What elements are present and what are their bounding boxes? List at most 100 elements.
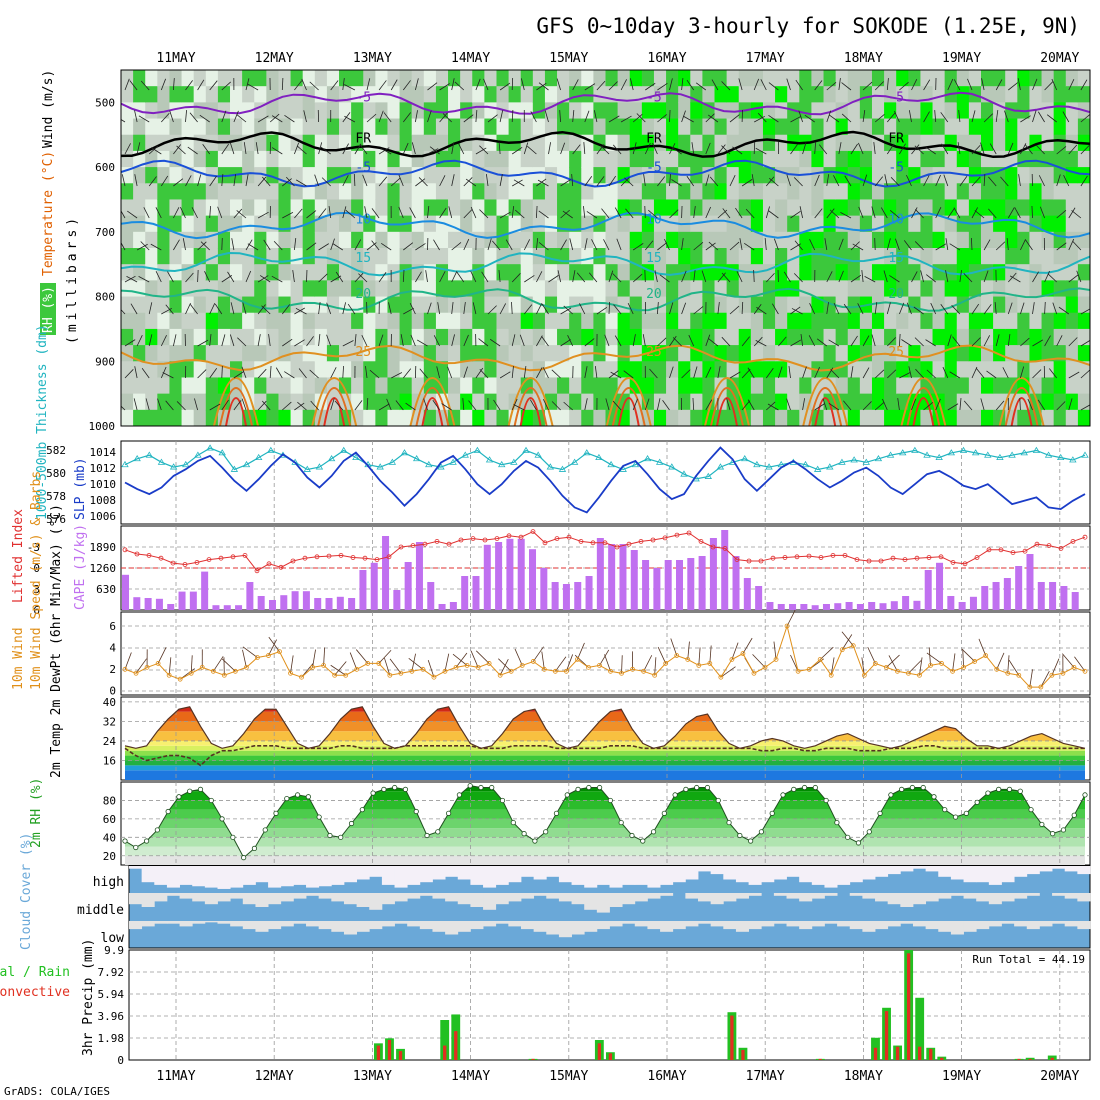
- cloud-cell-high: [495, 866, 509, 885]
- rh-cell: [266, 150, 280, 168]
- cloud-cell-low: [976, 921, 990, 930]
- wind-barb: [557, 270, 561, 283]
- rh-cell: [242, 86, 255, 103]
- rh-cell: [133, 248, 146, 265]
- rh-cell: [520, 118, 534, 136]
- cape-bar: [201, 571, 209, 610]
- li-marker: [482, 537, 488, 543]
- wind-barb: [958, 110, 961, 123]
- rh-cell: [1017, 345, 1031, 362]
- date-label-bottom: 13MAY: [353, 1069, 392, 1084]
- rh-cell: [133, 199, 146, 217]
- wind-barb: [209, 334, 212, 347]
- wind-barb: [971, 176, 981, 187]
- rh-cell: [944, 231, 958, 249]
- rh-cell: [326, 86, 340, 103]
- rh-cell: [375, 280, 389, 298]
- rh-cell: [641, 150, 655, 168]
- cloud-cell-middle: [255, 893, 269, 907]
- precip-conv-bar: [884, 1011, 889, 1060]
- thickness-marker: [570, 458, 579, 465]
- slp-ytick: 1008: [90, 494, 117, 507]
- wind10m-marker: [210, 668, 216, 674]
- rh-cell: [1017, 70, 1031, 87]
- wind-barb: [976, 368, 985, 379]
- cloud-cell-high: [166, 866, 180, 888]
- wind-barb: [294, 208, 303, 219]
- cloud-cell-middle: [912, 893, 927, 905]
- wind10m-marker: [674, 653, 680, 658]
- rh-cell: [520, 312, 534, 330]
- wind-barb: [162, 372, 174, 379]
- cloud-cell-middle: [698, 893, 712, 902]
- upper-ylabel-wind: Wind (m/s): [41, 70, 56, 148]
- wind-barb: [245, 78, 250, 91]
- wind10m-marker: [133, 670, 139, 676]
- wind-barb: [551, 401, 561, 411]
- rh-cell: [375, 215, 389, 233]
- rh-cell: [435, 280, 449, 298]
- rh-cell: [980, 215, 994, 233]
- rh-cell: [690, 361, 703, 379]
- rh-cell: [871, 183, 885, 201]
- wind-barb: [971, 207, 978, 219]
- rh-cell: [375, 167, 389, 184]
- rh-cell: [351, 199, 364, 217]
- wind-barb: [381, 242, 392, 251]
- wind-barb: [766, 272, 775, 283]
- rh-cell: [266, 215, 280, 233]
- cloud-cell-middle: [773, 893, 787, 896]
- rh-cell: [532, 70, 546, 87]
- rh-cell: [762, 312, 776, 330]
- wind-barb: [487, 114, 498, 123]
- wind-barb: [753, 304, 762, 315]
- wind-barb: [644, 205, 646, 219]
- rh-cell: [847, 409, 861, 426]
- upper-ylabel-temp: Temperature (°C): [41, 151, 56, 276]
- wind-barb: [121, 119, 126, 123]
- rh-cell: [859, 361, 873, 379]
- li-marker: [386, 554, 392, 560]
- wind10m-marker: [586, 664, 591, 670]
- rh-cell: [884, 70, 897, 87]
- rh-cell: [666, 183, 679, 201]
- rh-cell: [230, 150, 243, 168]
- wind-barb: [768, 82, 779, 91]
- rh-cell: [496, 328, 510, 346]
- rh-cell: [714, 296, 728, 314]
- rh-cell: [1029, 167, 1043, 184]
- rh-cell: [205, 328, 219, 346]
- wind-barb: [949, 371, 961, 379]
- rh-cell: [726, 183, 740, 201]
- wind-barb-10m: [996, 652, 1005, 670]
- wind-barb: [124, 275, 136, 283]
- rh-cell: [593, 231, 607, 249]
- cape-bar: [291, 591, 299, 610]
- wind-barb: [160, 175, 169, 187]
- rh-cell: [363, 118, 376, 136]
- rh-cell: [193, 248, 207, 265]
- rh-cell: [605, 361, 619, 379]
- cape-bar: [721, 530, 729, 610]
- wind-barb: [890, 177, 900, 187]
- rh-cell: [557, 328, 570, 346]
- wind-barb: [439, 83, 450, 91]
- li-marker: [338, 553, 344, 558]
- cape-bar: [235, 605, 243, 610]
- run-total-label: Run Total = 44.19: [972, 953, 1085, 966]
- cloud-cell-low: [571, 921, 585, 935]
- rh-cell: [460, 328, 473, 346]
- wind-barb-10m: [952, 653, 956, 672]
- wind-barb: [415, 271, 422, 283]
- rh-cell: [726, 70, 740, 87]
- wind-barb: [1020, 366, 1025, 379]
- rh-cell: [847, 167, 861, 184]
- cloud-cell-high: [875, 866, 889, 877]
- rh-cell: [944, 150, 958, 168]
- cloud-cell-high: [849, 866, 863, 883]
- rh-cell: [339, 118, 352, 136]
- rh-cell: [339, 361, 352, 379]
- wind-barb-10m: [773, 641, 777, 660]
- rh-cell: [920, 280, 934, 298]
- rh-cell: [557, 150, 570, 168]
